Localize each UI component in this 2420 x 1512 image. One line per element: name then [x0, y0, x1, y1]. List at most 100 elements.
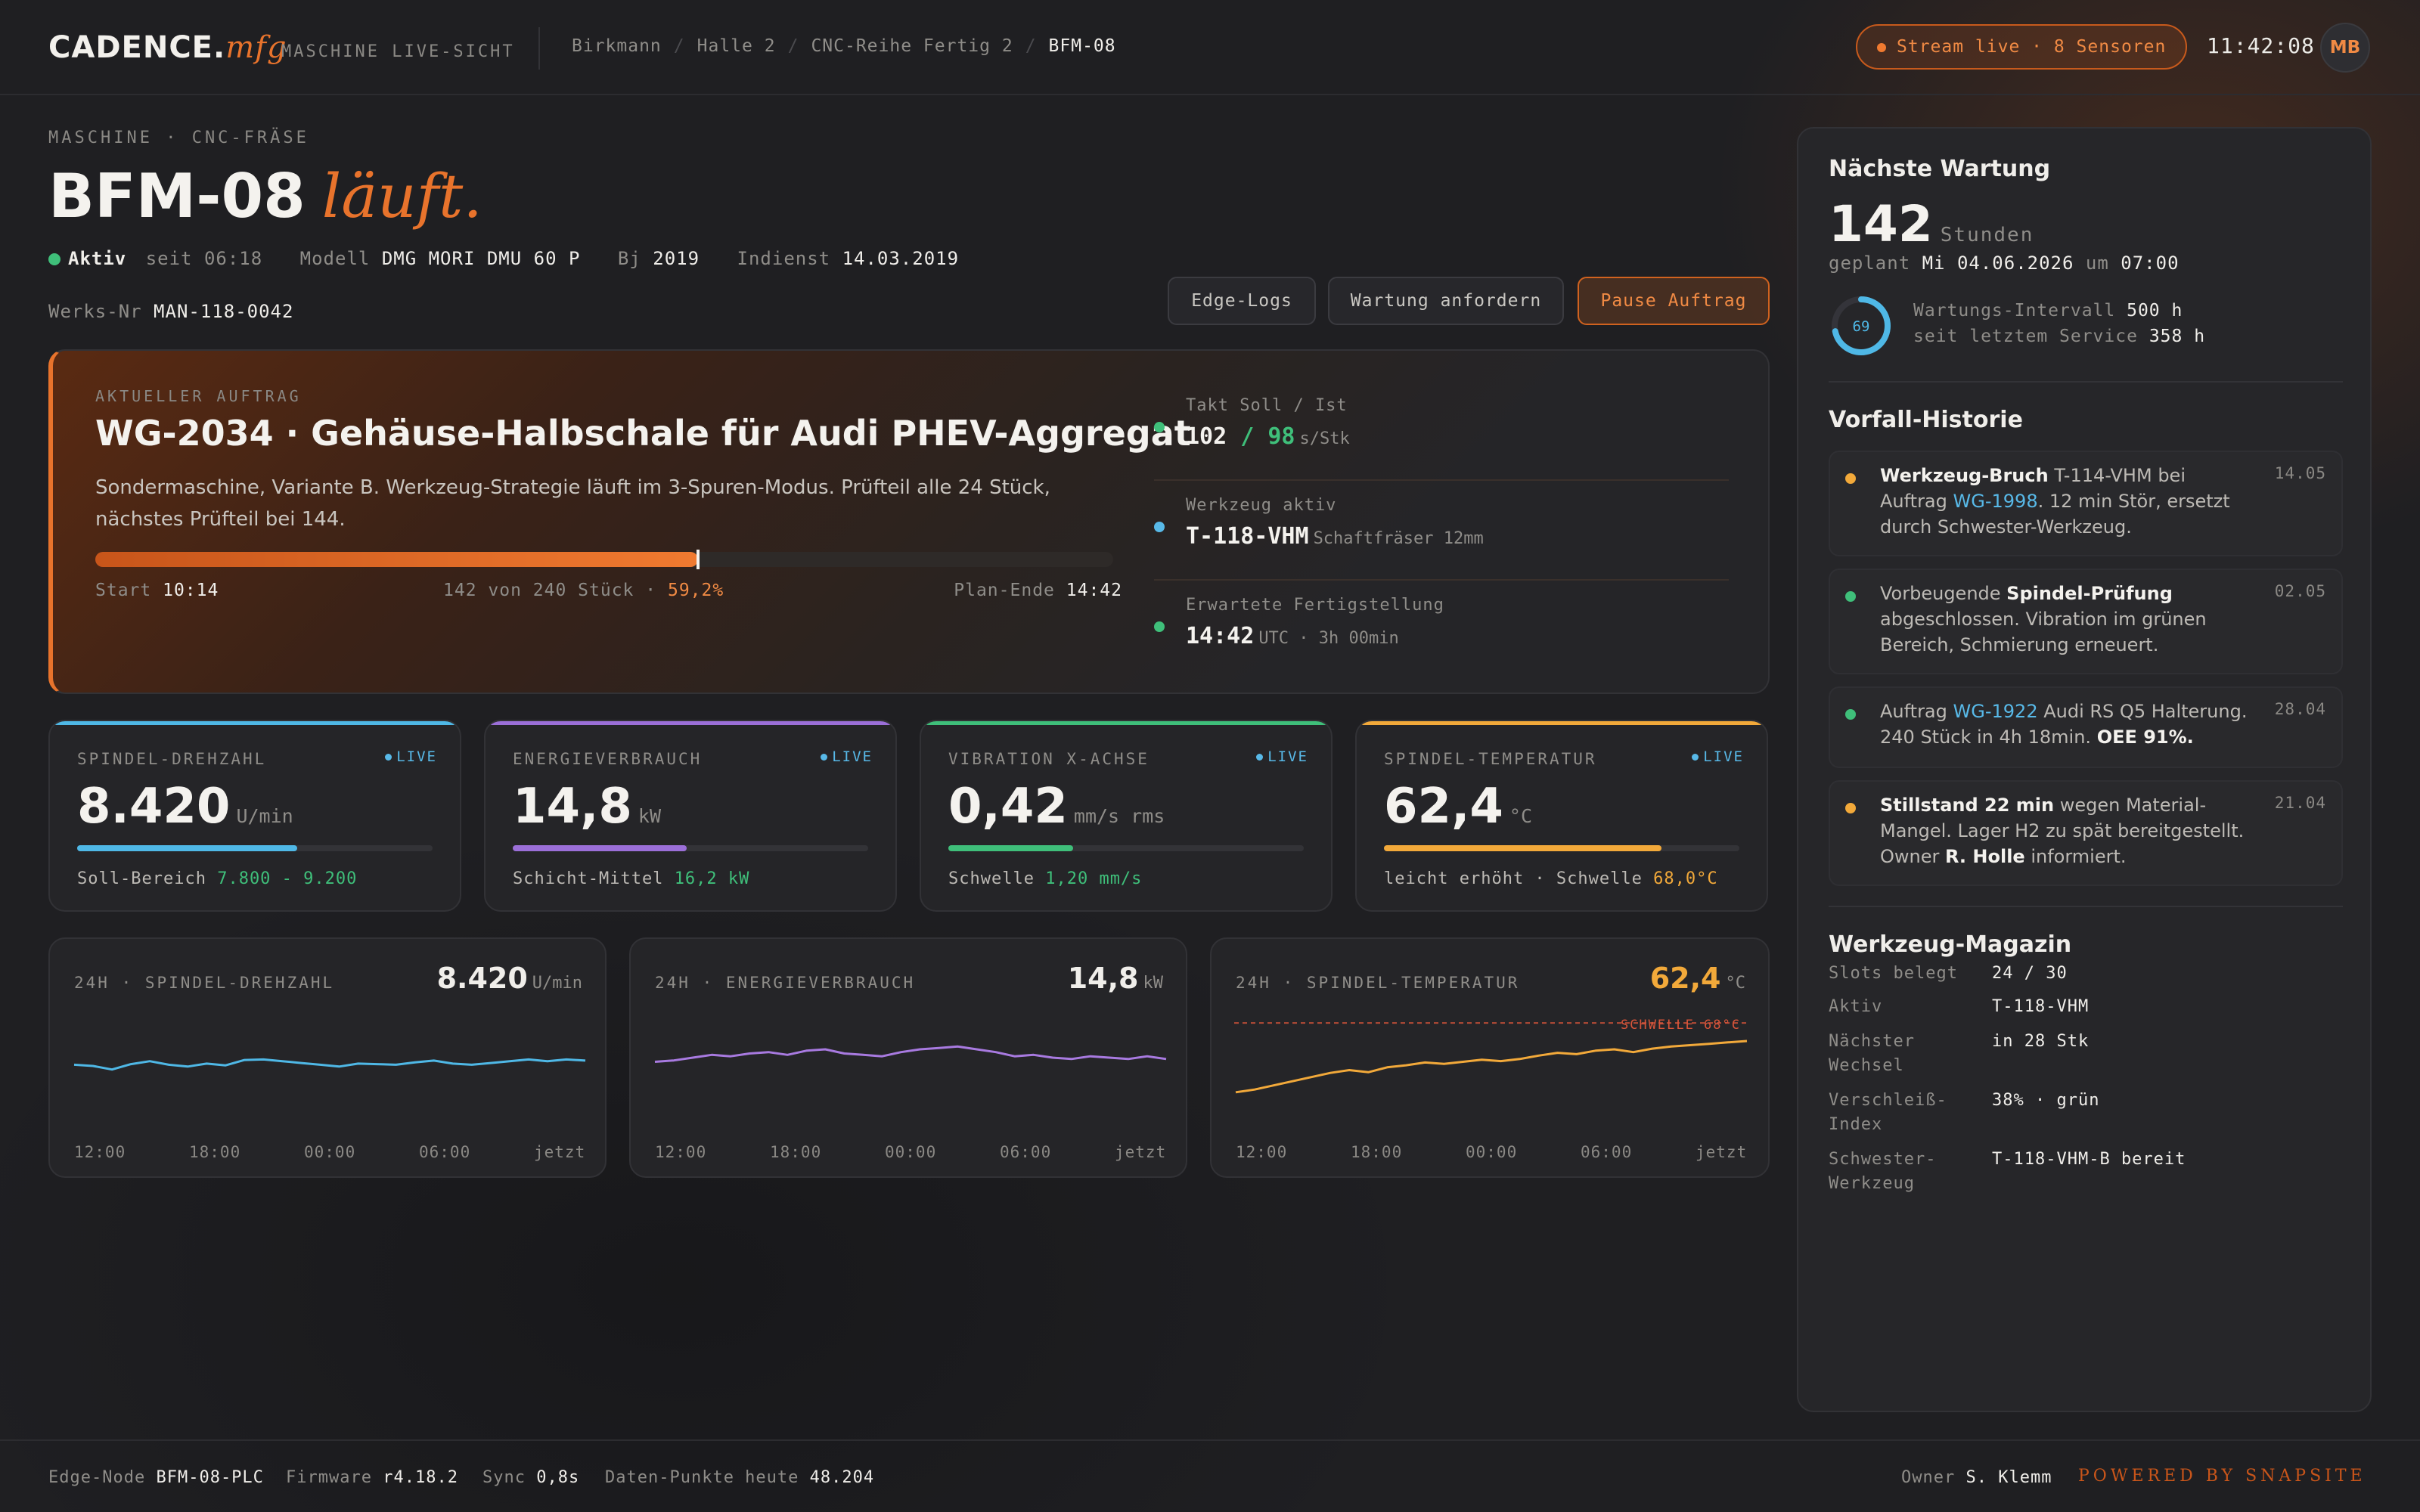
service-date: 14.03.2019: [842, 248, 960, 269]
maintenance-ring-gauge: 69: [1832, 296, 1891, 355]
request-maintenance-button[interactable]: Wartung anfordern: [1328, 277, 1564, 325]
incident-item[interactable]: Stillstand 22 min wegen Material-Mangel.…: [1829, 780, 2343, 886]
live-badge: LIVE: [1692, 748, 1744, 765]
metric-card-spindle-speed[interactable]: SPINDEL-DREHZAHL LIVE 8.420 U/min Soll-Be…: [48, 720, 461, 912]
divider: [1829, 381, 2343, 383]
x-tick: 18:00: [1351, 1143, 1403, 1161]
metric-card-spindle-temperature[interactable]: SPINDEL-TEMPERATUR LIVE 62,4 °C leicht er…: [1355, 720, 1768, 912]
x-tick: 06:00: [1581, 1143, 1633, 1161]
completion-status-dot-icon: [1154, 621, 1165, 632]
chart-title: 24H · ENERGIEVERBRAUCH: [655, 974, 916, 992]
x-tick: 00:00: [304, 1143, 356, 1161]
svg-text:69: 69: [1853, 318, 1870, 335]
status-label: Aktiv: [68, 248, 127, 269]
magazine-value: 38% · grün: [1992, 1091, 2100, 1110]
order-title: WG-2034 · Gehäuse-Halbschale für Audi PH…: [95, 413, 1191, 454]
order-count: 142 von 240 Stück · 59,2%: [443, 581, 724, 600]
x-tick: 12:00: [74, 1143, 126, 1161]
metric-level-bar: [1384, 845, 1739, 851]
chart-spindle-speed-24h[interactable]: 24H · SPINDEL-DREHZAHL 8.420 U/min 12:00 …: [48, 937, 607, 1178]
sync: Sync 0,8s: [482, 1468, 580, 1487]
live-badge: LIVE: [1256, 748, 1308, 765]
order-description: Sondermaschine, Variante B. Werkzeug-Str…: [95, 476, 1050, 531]
tool-magazine-title: Werkzeug-Magazin: [1829, 931, 2072, 958]
machine-eyebrow: MASCHINE · CNC-FRÄSE: [48, 129, 309, 147]
takt-status-dot-icon: [1154, 422, 1165, 432]
page-title: BFM-08 läuft.: [48, 161, 482, 231]
chart-energy-24h[interactable]: 24H · ENERGIEVERBRAUCH 14,8 kW 12:00 18:0…: [629, 937, 1187, 1178]
magazine-key: Slots belegt: [1829, 964, 1958, 983]
x-tick: 00:00: [1466, 1143, 1518, 1161]
side-panel: Nächste Wartung 142 Stunden geplant Mi 04…: [1797, 127, 2372, 1412]
incident-dot-icon: [1845, 591, 1856, 602]
maintenance-since: seit letztem Service 358 h: [1913, 327, 2206, 346]
owner: Owner S. Klemm: [1901, 1468, 2052, 1487]
metric-level-bar: [77, 845, 433, 851]
order-eyebrow: AKTUELLER AUFTRAG: [95, 387, 302, 405]
incident-item[interactable]: Werkzeug-Bruch T-114-VHM bei Auftrag WG-…: [1829, 451, 2343, 556]
edge-logs-button[interactable]: Edge-Logs: [1168, 277, 1316, 325]
x-tick: 06:00: [419, 1143, 471, 1161]
breadcrumb: Birkmann / Halle 2/CNC-Reihe Fertig 2/BFM-…: [572, 36, 1116, 56]
x-tick: 18:00: [770, 1143, 822, 1161]
x-tick: 00:00: [885, 1143, 937, 1161]
clock: 11:42:08: [2207, 33, 2315, 58]
status-dot-icon: [48, 253, 60, 265]
incident-item[interactable]: Vorbeugende Spindel-Prüfung abgeschlosse…: [1829, 569, 2343, 674]
app-logo[interactable]: CADENCE.mfg: [48, 30, 287, 65]
expected-completion-stat: Erwartete Fertigstellung 14:42 UTC · 3h 0…: [1154, 596, 1729, 664]
magazine-key: Nächster Wechsel: [1829, 1032, 1915, 1075]
order-link[interactable]: WG-1922: [1953, 701, 2038, 722]
breadcrumb-item-line[interactable]: CNC-Reihe Fertig 2: [811, 36, 1013, 56]
incident-item[interactable]: Auftrag WG-1922 Audi RS Q5 Halterung. 24…: [1829, 686, 2343, 768]
order-progress-marker: [696, 550, 700, 569]
takt-stat: Takt Soll / Ist 102 / 98 s/Stk: [1154, 396, 1729, 481]
live-badge: LIVE: [821, 748, 873, 765]
chart-title: 24H · SPINDEL-TEMPERATUR: [1236, 974, 1520, 992]
chart-title: 24H · SPINDEL-DREHZAHL: [74, 974, 335, 992]
magazine-value: T-118-VHM: [1992, 997, 2090, 1016]
avatar[interactable]: MB: [2320, 23, 2370, 73]
header-divider: [538, 27, 540, 70]
breadcrumb-item-hall[interactable]: Halle 2: [697, 36, 776, 56]
order-start: Start 10:14: [95, 581, 219, 600]
metric-level-bar: [948, 845, 1304, 851]
x-tick: jetzt: [534, 1143, 586, 1161]
footer: Edge-Node BFM-08-PLC Firmware r4.18.2 Sy…: [0, 1439, 2420, 1512]
series-line: [654, 1045, 1167, 1063]
year-value: 2019: [653, 248, 700, 269]
stream-status-badge[interactable]: Stream live · 8 Sensoren: [1856, 24, 2187, 70]
magazine-value: 24 / 30: [1992, 964, 2068, 983]
active-tool-stat: Werkzeug aktiv T-118-VHM Schaftfräser 12m…: [1154, 496, 1729, 581]
incident-dot-icon: [1845, 473, 1856, 484]
chart-spindle-temperature-24h[interactable]: 24H · SPINDEL-TEMPERATUR 62,4 °C SCHWELLE…: [1210, 937, 1770, 1178]
magazine-key: Verschleiß-Index: [1829, 1091, 1947, 1134]
order-link[interactable]: WG-1998: [1953, 491, 2038, 512]
live-dot-icon: [1877, 43, 1886, 52]
breadcrumb-item-machine: BFM-08: [1048, 36, 1116, 56]
metric-card-vibration[interactable]: VIBRATION X-ACHSE LIVE 0,42 mm/s rms Schw…: [920, 720, 1333, 912]
powered-by[interactable]: POWERED BY SNAPSITE: [2078, 1467, 2366, 1486]
line-chart-svg: [654, 1045, 1167, 1063]
x-tick: 18:00: [189, 1143, 241, 1161]
data-points: Daten-Punkte heute 48.204: [605, 1468, 875, 1487]
model-value: DMG MORI DMU 60 P: [381, 248, 581, 269]
maintenance-title: Nächste Wartung: [1829, 156, 2051, 182]
magazine-key: Aktiv: [1829, 997, 1883, 1016]
incident-dot-icon: [1845, 803, 1856, 813]
magazine-key: Schwester-Werkzeug: [1829, 1150, 1937, 1193]
threshold-label: SCHWELLE 68°C: [1620, 1018, 1741, 1033]
maintenance-interval: Wartungs-Intervall 500 h: [1913, 301, 2183, 321]
line-chart-svg: [73, 1058, 586, 1071]
incident-dot-icon: [1845, 709, 1856, 720]
metric-card-energy[interactable]: ENERGIEVERBRAUCH LIVE 14,8 kW Schicht-Mit…: [484, 720, 897, 912]
breadcrumb-item-plant[interactable]: Birkmann: [572, 36, 662, 56]
x-tick: jetzt: [1696, 1143, 1748, 1161]
works-number: Werks-Nr MAN-118-0042: [48, 301, 294, 322]
metric-level-bar: [513, 845, 868, 851]
pause-order-button[interactable]: Pause Auftrag: [1578, 277, 1770, 325]
machine-meta-row: Aktiv seit 06:18 Modell DMG MORI DMU 60 …: [48, 248, 959, 269]
series-line: [1235, 1040, 1748, 1094]
order-progress-fill: [95, 552, 698, 567]
x-tick: 06:00: [1000, 1143, 1052, 1161]
